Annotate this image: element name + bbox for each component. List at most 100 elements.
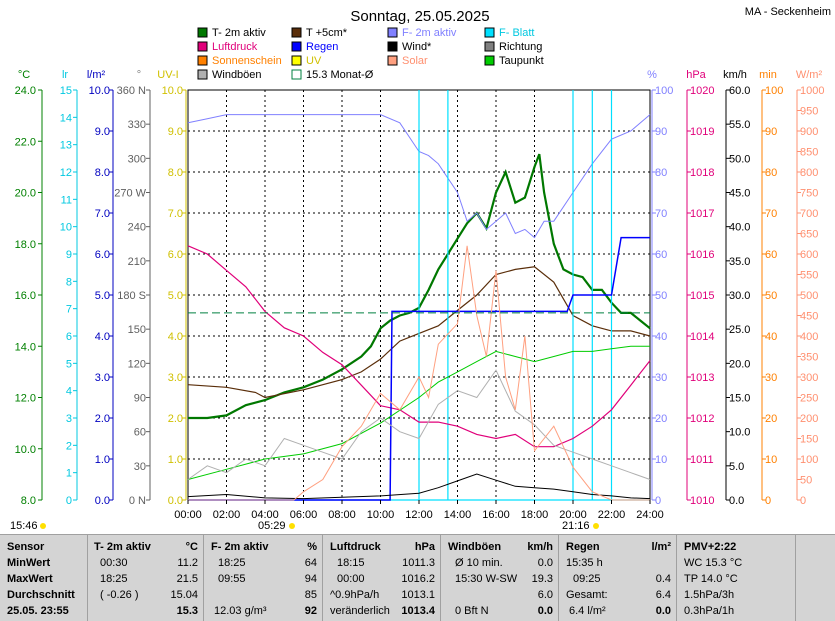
current-time-label: 15:46 bbox=[10, 520, 38, 532]
axis-tick-label: 330 bbox=[128, 119, 146, 131]
axis-tick-label: 60 bbox=[134, 427, 146, 439]
axis-tick-label: 0 bbox=[800, 495, 806, 507]
pressure-min-time: 18:15 bbox=[337, 557, 365, 569]
wind-beaufort: 0 Bft N bbox=[455, 605, 489, 617]
series-line-t-2m-aktiv bbox=[188, 153, 651, 420]
series-line-regen bbox=[188, 236, 650, 501]
x-axis-tick-label: 24:00 bbox=[636, 509, 664, 521]
x-axis-tick-label: 10:00 bbox=[367, 509, 395, 521]
legend-swatch bbox=[484, 55, 495, 66]
axis-tick-label: 6.0 bbox=[95, 249, 110, 261]
axis-tick-label: 9.0 bbox=[168, 126, 183, 138]
wind-avg10-label: Ø 10 min. bbox=[455, 557, 503, 569]
pressure-current-value: 1013.4 bbox=[401, 605, 435, 617]
rain-unit: l/m² bbox=[651, 541, 671, 553]
axis-tick-label: 0.0 bbox=[168, 495, 183, 507]
axis-unit-label: UV-I bbox=[157, 69, 178, 81]
axis-tick-label: 20 bbox=[655, 413, 667, 425]
axis-tick-label: 8.0 bbox=[168, 167, 183, 179]
legend-swatch bbox=[197, 41, 208, 52]
weather-chart: Sonntag, 25.05.2025 MA - Seckenheim T- 2… bbox=[10, 6, 831, 532]
axis-tick-label: 2.0 bbox=[95, 413, 110, 425]
axis-tick-label: 12 bbox=[60, 167, 72, 179]
rain-header: Regen bbox=[566, 541, 600, 553]
axis-tick-label: 80 bbox=[655, 167, 667, 179]
axis-tick-label: 10.0 bbox=[15, 444, 36, 456]
wind-unit: km/h bbox=[527, 541, 553, 553]
axis-tick-label: 360 N bbox=[117, 85, 146, 97]
legend-swatch bbox=[484, 27, 495, 38]
legend-swatch bbox=[291, 55, 302, 66]
series-line-luftdruck bbox=[187, 245, 651, 448]
axis-tick-label: 10.0 bbox=[729, 427, 750, 439]
x-axis-tick-label: 16:00 bbox=[482, 509, 510, 521]
legend-swatch bbox=[197, 27, 208, 38]
temp-min-value: 11.2 bbox=[177, 557, 198, 569]
humidity-header: F- 2m aktiv bbox=[211, 541, 269, 553]
rain-day-total: 6.4 l/m² bbox=[569, 605, 606, 617]
axis-tick-label: 2 bbox=[66, 440, 72, 452]
axis-tick-label: 20.0 bbox=[729, 358, 750, 370]
legend-label: UV bbox=[306, 55, 322, 67]
temp-max-time: 18:25 bbox=[100, 573, 128, 585]
axis-tick-label: 500 bbox=[800, 290, 818, 302]
axis-tick-label: 40.0 bbox=[729, 222, 750, 234]
axis-tick-label: 6.0 bbox=[168, 249, 183, 261]
axis-tick-label: 8.0 bbox=[21, 495, 36, 507]
legend-label: Windböen bbox=[212, 69, 262, 81]
axis-tick-label: 800 bbox=[800, 167, 818, 179]
legend-label: F- Blatt bbox=[499, 27, 534, 39]
axis-tick-label: 10 bbox=[765, 454, 777, 466]
axis-tick-label: 550 bbox=[800, 270, 818, 282]
axis-unit-label: min bbox=[759, 69, 777, 81]
axis-tick-label: 70 bbox=[765, 208, 777, 220]
temp-avg-value: 15.04 bbox=[170, 589, 198, 601]
x-axis-tick-label: 00:00 bbox=[174, 509, 202, 521]
pressure-max-value: 1016.2 bbox=[401, 573, 435, 585]
stats-column-wind: Windböen km/h Ø 10 min. 0.0 15:30 W-SW 19.3… bbox=[441, 535, 559, 621]
series-line-solar bbox=[188, 245, 650, 501]
axis-tick-label: 16.0 bbox=[15, 290, 36, 302]
axis-tick-label: 60 bbox=[655, 249, 667, 261]
axis-tick-label: 9.0 bbox=[95, 126, 110, 138]
x-axis: 00:00 02:00 04:00 06:00 08:00 10:00 12:00 14:00… bbox=[174, 500, 664, 521]
pressure-trend: ^0.9hPa/h bbox=[330, 589, 380, 601]
axis-tick-label: 30 bbox=[134, 461, 146, 473]
axis-tick-label: 5.0 bbox=[729, 461, 744, 473]
x-axis-tick-label: 14:00 bbox=[444, 509, 472, 521]
legend-swatch bbox=[291, 69, 302, 80]
axis-tick-label: 4.0 bbox=[168, 331, 183, 343]
axis-unit-label: ° bbox=[137, 69, 141, 81]
axis-tick-label: 0.0 bbox=[95, 495, 110, 507]
axis-tick-label: 180 S bbox=[117, 290, 146, 302]
axis-tick-label: 1019 bbox=[690, 126, 714, 138]
axis-tick-label: 3 bbox=[66, 413, 72, 425]
pressure-header: Luftdruck bbox=[330, 541, 381, 553]
axis-unit-label: hPa bbox=[686, 69, 706, 81]
axis-tick-label: 10 bbox=[655, 454, 667, 466]
axis-tick-label: 18.0 bbox=[15, 239, 36, 251]
axis-tick-label: 240 bbox=[128, 222, 146, 234]
axis-tick-label: 1015 bbox=[690, 290, 714, 302]
x-axis-tick-label: 12:00 bbox=[405, 509, 433, 521]
rain-max-time: 09:25 bbox=[573, 573, 601, 585]
legend-label: Richtung bbox=[499, 41, 542, 53]
axis-tick-label: 3.0 bbox=[95, 372, 110, 384]
axis-tick-label: 55.0 bbox=[729, 119, 750, 131]
stats-column-sensor: Sensor MinWert MaxWert Durchschnitt 25.0… bbox=[0, 535, 88, 621]
axis-tick-label: 11 bbox=[61, 194, 72, 206]
axis-unit-label: °C bbox=[18, 69, 30, 81]
temp-min-time: 00:30 bbox=[100, 557, 128, 569]
wind-max-time: 15:30 W-SW bbox=[455, 573, 518, 585]
axis-tick-label: 6 bbox=[66, 331, 72, 343]
humidity-avg-value: 85 bbox=[304, 589, 317, 601]
legend-label: Solar bbox=[402, 55, 428, 67]
axis-tick-label: 5.0 bbox=[168, 290, 183, 302]
axis-tick-label: 900 bbox=[800, 126, 818, 138]
axis-unit-label: km/h bbox=[723, 69, 747, 81]
rain-total-value: 6.4 bbox=[655, 589, 671, 601]
axis-tick-label: 30.0 bbox=[729, 290, 750, 302]
legend-label: Sonnenschein bbox=[212, 55, 282, 67]
rain-max-value: 0.4 bbox=[655, 573, 671, 585]
axis-tick-label: 1.0 bbox=[95, 454, 110, 466]
